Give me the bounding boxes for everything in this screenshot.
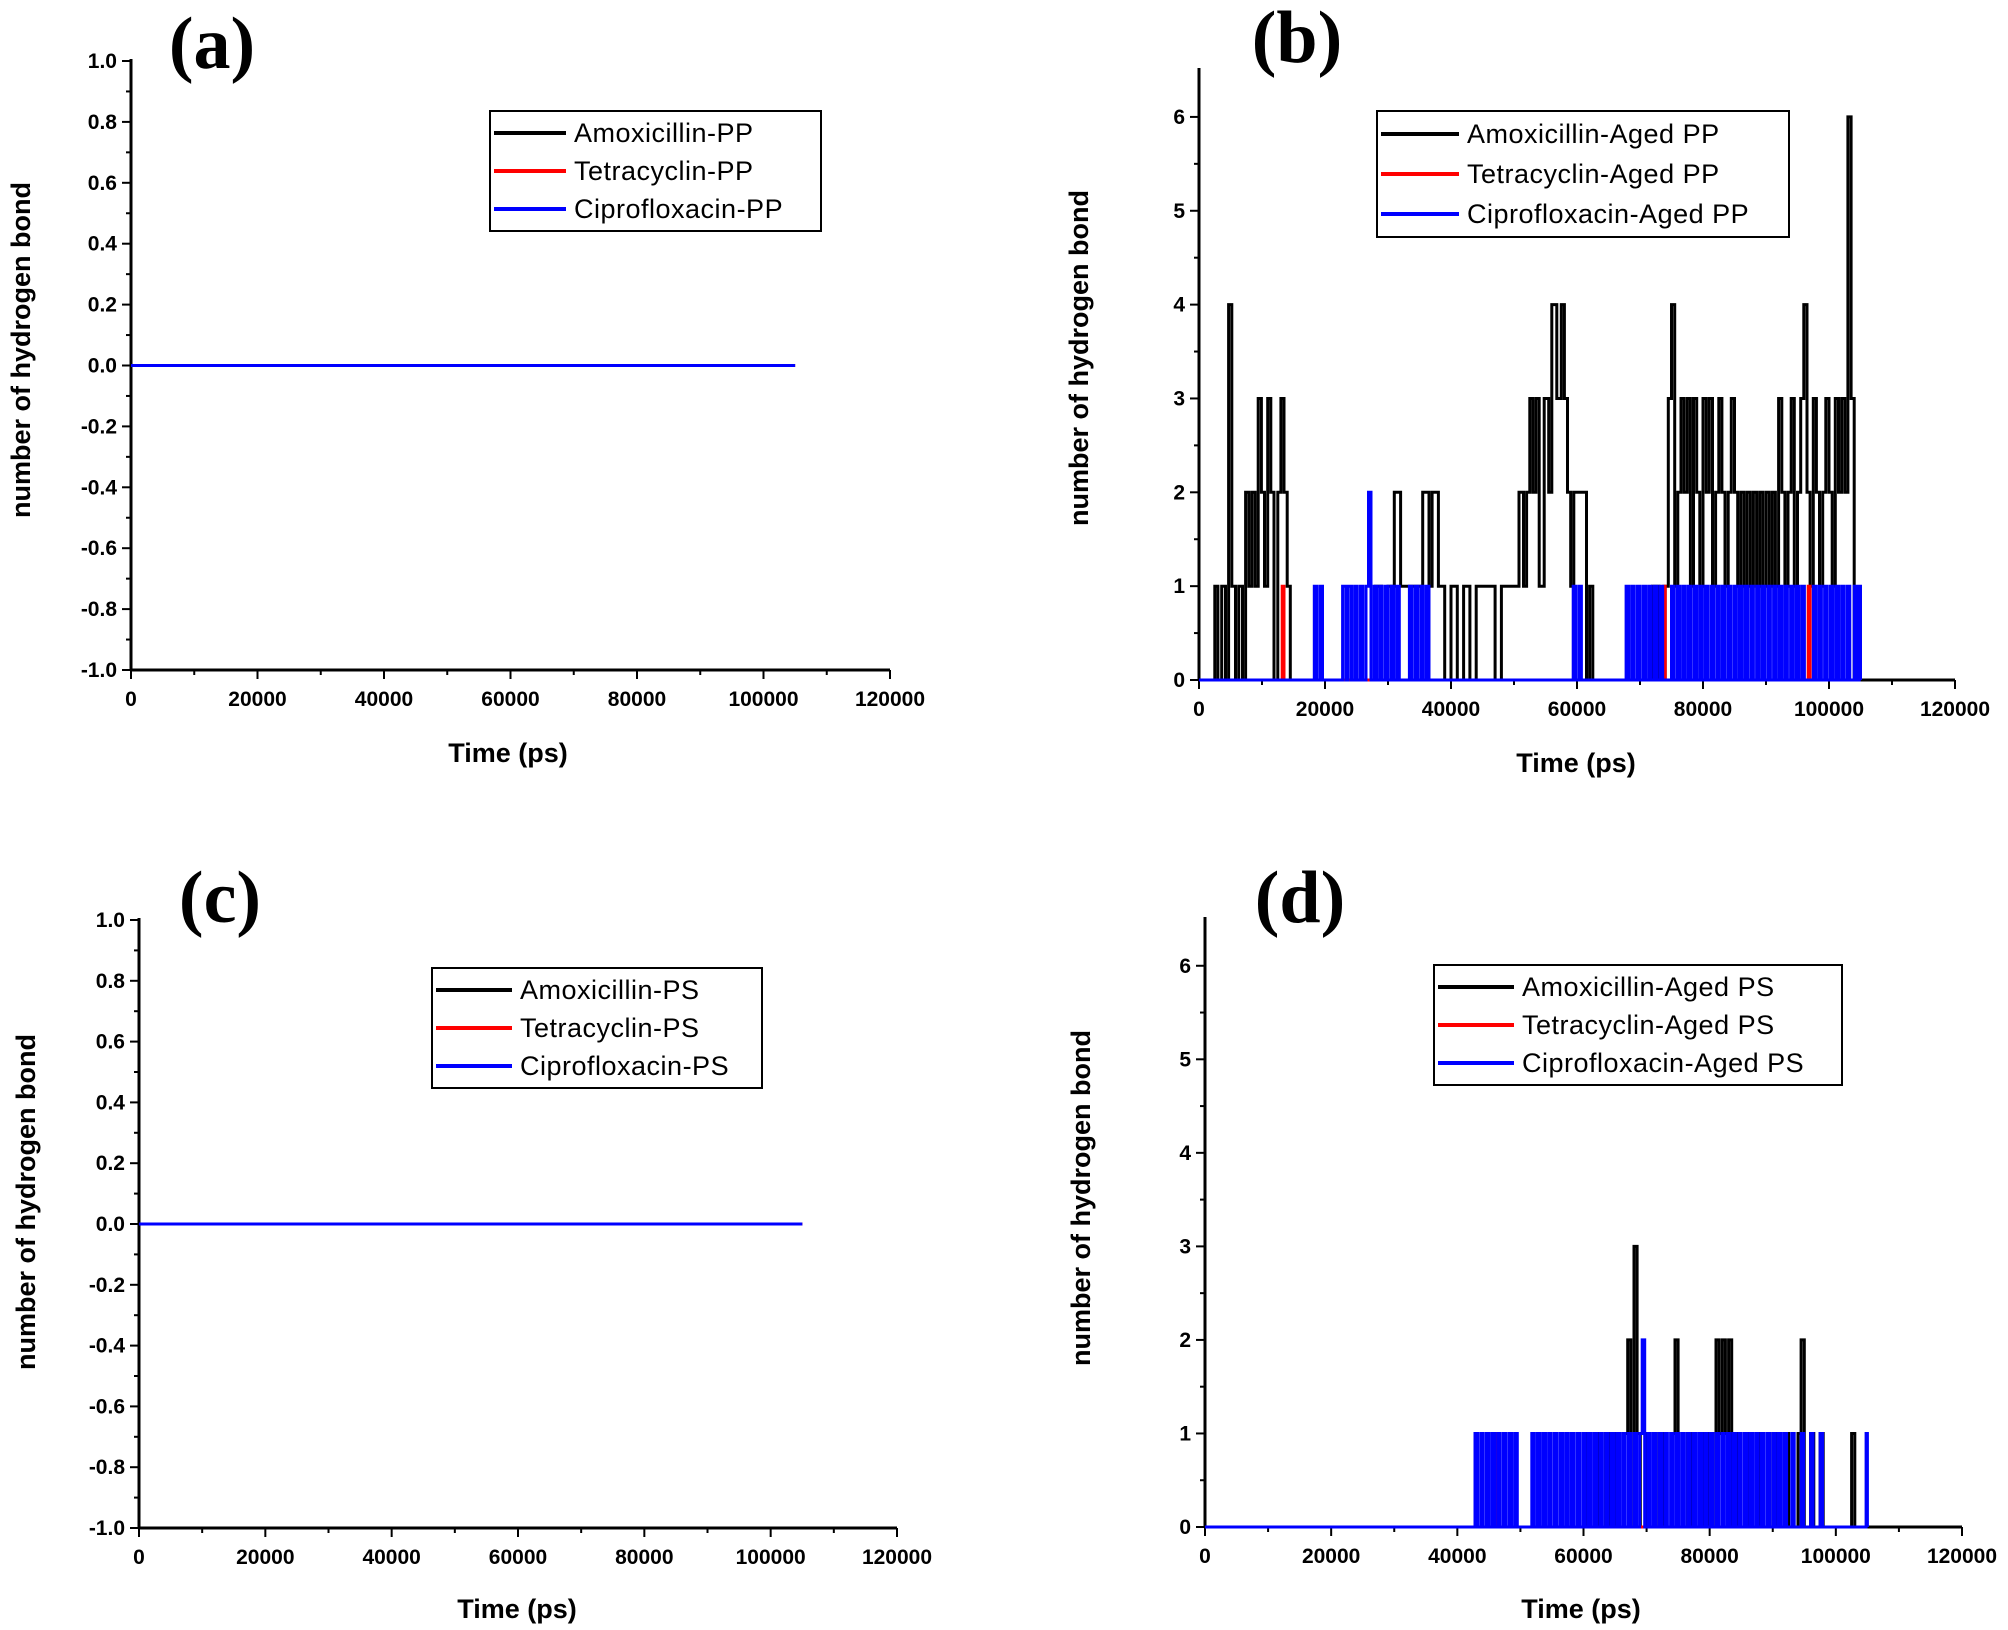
y-tick-label: 1: [1173, 575, 1185, 598]
y-tick-label: 0.0: [96, 1213, 125, 1236]
x-tick-label: 100000: [728, 688, 798, 711]
x-tick-label: 20000: [236, 1546, 294, 1569]
y-tick-label: 3: [1173, 387, 1185, 410]
y-tick-label: 0.8: [96, 970, 126, 993]
legend-label: Tetracyclin-Aged PP: [1467, 159, 1720, 189]
x-tick-label: 120000: [1927, 1545, 1997, 1568]
y-tick-label: 0.2: [88, 294, 117, 317]
x-tick-label: 20000: [228, 688, 286, 711]
x-tick-label: 100000: [1794, 698, 1864, 721]
legend-label: Ciprofloxacin-Aged PP: [1467, 199, 1749, 229]
x-tick-label: 40000: [1422, 698, 1480, 721]
x-tick-label: 80000: [615, 1546, 673, 1569]
y-tick-label: 0.2: [96, 1152, 125, 1175]
x-axis-title: Time (ps): [448, 738, 568, 768]
x-tick-label: 20000: [1302, 1545, 1360, 1568]
panel-a: 0 20000 40000 60000 80000 100000 120000 -1.0 -0.…: [6, 3, 925, 768]
x-tick-label: 40000: [355, 688, 413, 711]
x-tick-label: 100000: [736, 1546, 806, 1569]
x-tick-label: 80000: [608, 688, 666, 711]
x-tick-label: 60000: [1554, 1545, 1612, 1568]
panel-c: 0 20000 40000 60000 80000 100000 120000 -1.0 -0.…: [11, 857, 932, 1624]
series-line-1: [1199, 115, 1861, 682]
y-tick-label: 1.0: [88, 50, 117, 73]
x-tick-label: 60000: [489, 1546, 547, 1569]
x-tick-label: 0: [1193, 698, 1205, 721]
y-tick-label: 0: [1179, 1516, 1191, 1539]
y-axis-title: number of hydrogen bond: [6, 182, 36, 518]
x-tick-label: 40000: [362, 1546, 420, 1569]
x-axis-title: Time (ps): [1516, 748, 1636, 778]
y-tick-label: 5: [1179, 1048, 1191, 1071]
legend-label: Tetracyclin-PP: [574, 156, 754, 186]
x-tick-label: 0: [125, 688, 137, 711]
panel-b: 0 20000 40000 60000 80000 100000 120000 0 1 2 3 4 5 6…: [1064, 0, 1990, 778]
y-tick-label: 3: [1179, 1235, 1191, 1258]
y-axis-title: number of hydrogen bond: [1064, 190, 1094, 526]
y-tick-label: -1.0: [81, 659, 117, 682]
y-tick-label: 0.0: [88, 355, 117, 378]
x-tick-label: 0: [1199, 1545, 1211, 1568]
y-tick-label: 0.4: [88, 233, 118, 256]
legend-label: Amoxicillin-PP: [574, 118, 754, 148]
y-tick-label: 1: [1179, 1422, 1191, 1445]
y-tick-label: -0.2: [81, 415, 117, 438]
x-tick-label: 120000: [862, 1546, 932, 1569]
y-tick-label: 4: [1173, 294, 1185, 317]
y-tick-label: 0.6: [96, 1031, 125, 1054]
x-tick-label: 40000: [1428, 1545, 1486, 1568]
x-axis-title: Time (ps): [1521, 1594, 1641, 1624]
panel-label: (b): [1252, 0, 1342, 79]
y-tick-label: 4: [1179, 1142, 1191, 1165]
x-tick-label: 0: [133, 1546, 145, 1569]
legend-label: Tetracyclin-Aged PS: [1522, 1010, 1775, 1040]
y-tick-label: 5: [1173, 200, 1185, 223]
panel-label: (a): [169, 3, 255, 85]
x-tick-label: 60000: [1548, 698, 1606, 721]
legend-label: Amoxicillin-PS: [520, 975, 700, 1005]
y-tick-label: 6: [1179, 955, 1191, 978]
y-tick-label: 2: [1173, 481, 1185, 504]
panel-d: 0 20000 40000 60000 80000 100000 120000 0 1 2 3 4 5 6…: [1066, 857, 1997, 1624]
x-tick-label: 60000: [481, 688, 539, 711]
y-tick-label: 1.0: [96, 909, 125, 932]
legend-label: Tetracyclin-PS: [520, 1013, 700, 1043]
y-tick-label: -0.4: [81, 476, 118, 499]
y-tick-label: 0.8: [88, 111, 118, 134]
y-tick-label: 0.6: [88, 172, 117, 195]
x-tick-label: 100000: [1801, 1545, 1871, 1568]
y-tick-label: -0.4: [89, 1335, 126, 1358]
y-tick-label: 0: [1173, 669, 1185, 692]
panel-label: (d): [1255, 857, 1345, 939]
legend-label: Amoxicillin-Aged PS: [1522, 972, 1775, 1002]
panel-label: (c): [179, 857, 261, 939]
x-tick-label: 20000: [1296, 698, 1354, 721]
x-axis-title: Time (ps): [457, 1594, 577, 1624]
y-tick-label: -1.0: [89, 1517, 125, 1540]
y-tick-label: 2: [1179, 1329, 1191, 1352]
y-axis-title: number of hydrogen bond: [11, 1034, 41, 1370]
y-tick-label: -0.8: [81, 598, 118, 621]
legend-label: Ciprofloxacin-PS: [520, 1051, 729, 1081]
y-tick-label: -0.6: [81, 537, 117, 560]
legend-label: Amoxicillin-Aged PP: [1467, 119, 1720, 149]
y-tick-label: 0.4: [96, 1091, 126, 1114]
y-axis-title: number of hydrogen bond: [1066, 1030, 1096, 1366]
y-tick-label: -0.8: [89, 1456, 126, 1479]
x-tick-label: 80000: [1674, 698, 1732, 721]
x-tick-label: 80000: [1680, 1545, 1738, 1568]
series-line-3: [1205, 1338, 1869, 1529]
y-tick-label: -0.6: [89, 1395, 125, 1418]
x-tick-label: 120000: [1920, 698, 1990, 721]
x-tick-label: 120000: [855, 688, 925, 711]
legend-label: Ciprofloxacin-Aged PS: [1522, 1048, 1804, 1078]
legend-label: Ciprofloxacin-PP: [574, 194, 783, 224]
y-tick-label: 6: [1173, 106, 1185, 129]
y-tick-label: -0.2: [89, 1274, 125, 1297]
series-line-3: [1199, 490, 1862, 682]
